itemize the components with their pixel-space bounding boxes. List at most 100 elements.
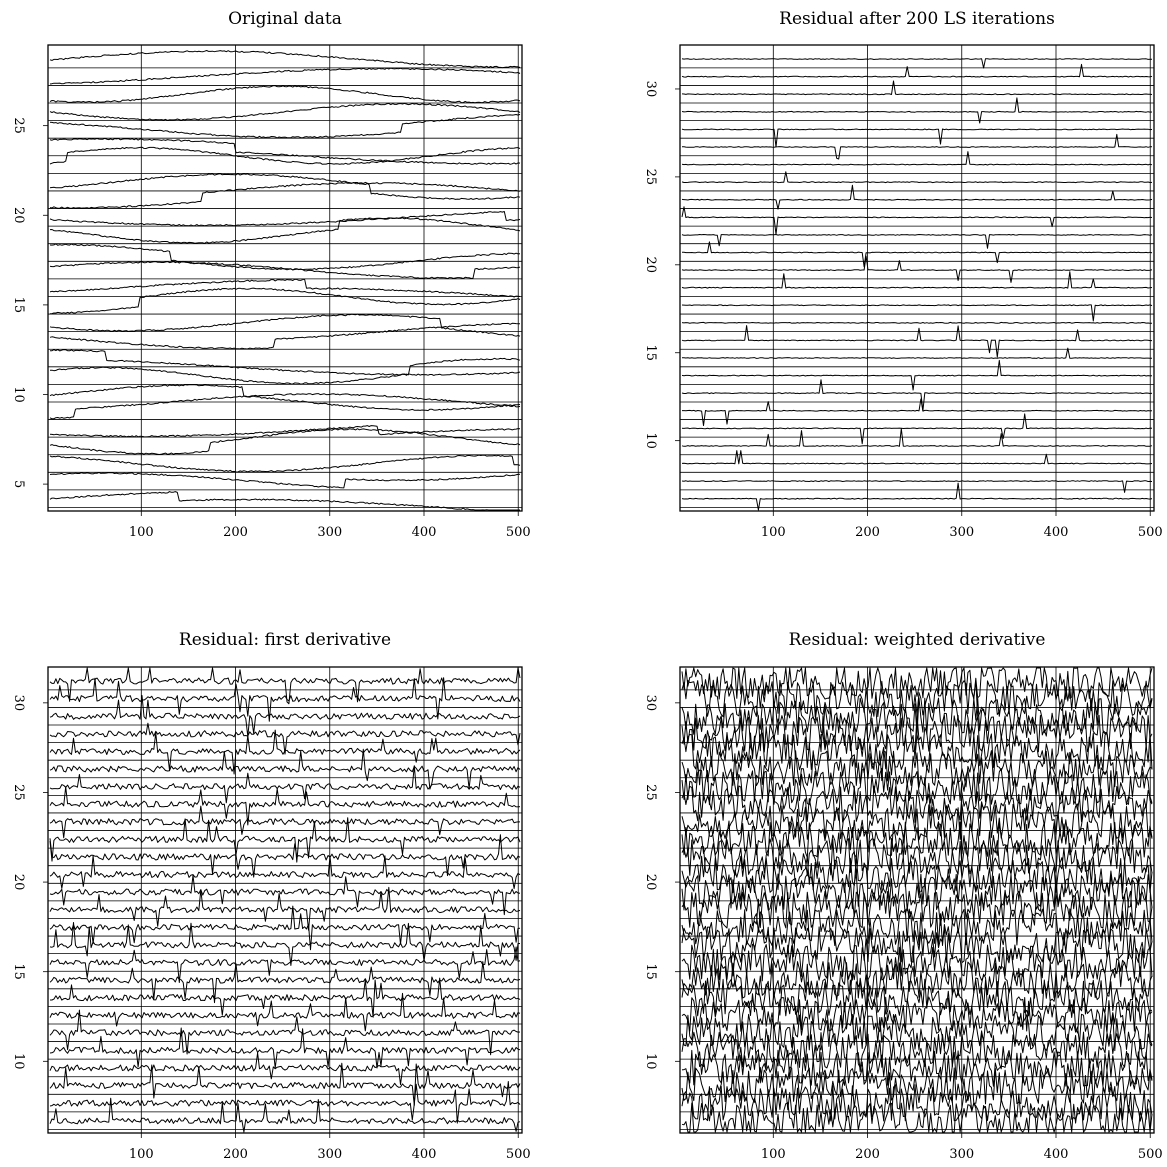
trace-line [49,384,521,412]
y-tick-label: 10 [11,386,26,403]
y-tick-label: 20 [643,874,658,891]
trace-line [49,874,521,916]
trace-line [49,393,521,420]
trace-line [681,785,1153,823]
x-tick-labels: 100 200 300 400 500 [129,525,531,540]
traces [48,667,522,1133]
y-tick-label: 30 [643,81,658,98]
trace-line [681,304,1153,322]
trace-line [49,349,521,376]
panel-title: Residual: first derivative [179,630,391,650]
y-tick-label: 15 [643,963,658,980]
trace-line [681,428,1153,447]
trace-line [682,347,1153,359]
trace-line [681,480,1153,493]
trace-line [681,697,1153,736]
x-tick-label: 300 [317,1147,342,1162]
trace-line [681,943,1153,982]
trace-line [681,133,1152,160]
trace-line [49,667,521,705]
plot-frame [47,44,523,512]
trace-line [49,855,521,890]
y-tick-label: 20 [643,257,658,274]
trace-line [49,922,521,966]
trace-line [49,113,521,139]
trace-line [681,128,1153,148]
x-tick-label: 100 [761,525,786,540]
trace-line [49,1009,521,1056]
trace-line [49,287,521,315]
y-tick-label: 20 [11,207,26,224]
trace-line [681,97,1153,124]
trace-line [49,1097,521,1133]
trace-line [49,1062,521,1106]
trace-line [681,271,1153,289]
x-tick-label: 500 [506,525,531,540]
trace-line [49,886,521,931]
trace-line [681,820,1153,858]
trace-line [49,992,521,1032]
traces [680,58,1154,511]
trace-line [681,379,1153,412]
trace-line [49,805,520,839]
trace-line [681,667,1153,700]
trace-line [681,234,1153,249]
x-tick-label: 300 [317,525,342,540]
trace-line [681,184,1153,210]
trace-line [49,173,521,200]
x-tick-label: 500 [506,1147,531,1162]
y-tick-label: 30 [11,695,26,712]
trace-line [49,1027,521,1069]
trace-line [681,838,1153,876]
trace-line [49,102,521,121]
panel-residual-weighted-derivative: Residual: weighted derivative 100 200 300 4… [643,630,1163,1162]
trace-line [681,750,1153,788]
x-tick-label: 300 [949,525,974,540]
trace-line [49,313,521,337]
trace-line [681,63,1153,78]
trace-line [49,961,521,1004]
trace-line [681,855,1153,894]
y-tick-label: 25 [643,169,658,186]
trace-line [681,803,1153,841]
trace-line [681,450,1153,465]
traces [680,667,1154,1133]
x-tick-label: 400 [412,1147,437,1162]
trace-line [681,413,1153,445]
plot-frame [679,44,1155,512]
trace-line [681,890,1153,929]
trace-line [49,211,521,227]
plot-frame [679,666,1155,1134]
trace-line [49,428,521,455]
trace-line [49,1052,521,1086]
trace-line [49,905,521,951]
plot-frame [47,666,523,1134]
trace-line [681,482,1153,511]
trace-line [49,1081,521,1124]
panel-title: Residual after 200 LS iterations [779,9,1055,29]
y-tick-label: 10 [11,1053,26,1070]
y-tick-labels: 5 10 15 20 25 [11,117,26,488]
panel-original-data: Original data 100 200 300 400 500 5 10 15 20 25 [11,9,531,540]
trace-line [681,321,1152,324]
trace-line [49,786,521,826]
trace-line [49,472,521,489]
x-tick-label: 400 [1044,525,1069,540]
y-tick-label: 25 [11,117,26,134]
panel-residual-ls: Residual after 200 LS iterations 100 200 3… [643,9,1163,540]
trace-line [49,765,521,804]
y-tick-label: 30 [643,695,658,712]
panel-title: Original data [228,9,342,29]
trace-line [682,398,1153,426]
x-tick-labels: 100 200 300 400 500 [761,525,1163,540]
trace-line [49,695,521,737]
panel-title: Residual: weighted derivative [789,630,1046,650]
trace-line [681,1031,1153,1070]
y-tick-label: 20 [11,874,26,891]
trace-line [681,1013,1153,1052]
trace-line [49,677,521,722]
trace-line [681,80,1153,96]
x-tick-label: 400 [412,525,437,540]
trace-line [49,748,521,790]
trace-line [50,977,521,1018]
